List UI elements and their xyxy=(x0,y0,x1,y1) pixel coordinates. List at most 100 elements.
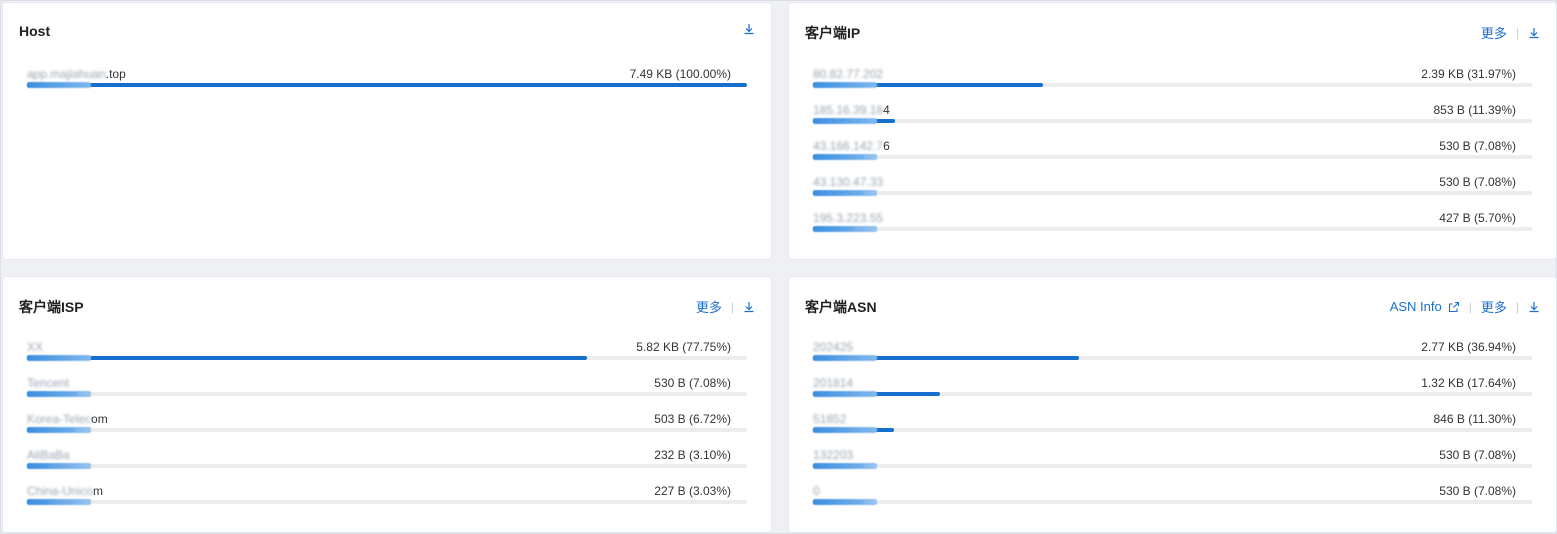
row-label-masked: 185.16.39.18 xyxy=(813,103,884,117)
row-label: China-Unicom xyxy=(27,484,103,498)
progress-track xyxy=(813,355,1532,361)
divider: | xyxy=(1515,25,1519,40)
external-link-icon[interactable] xyxy=(1448,301,1460,313)
row-value: 227 B (3.03%) xyxy=(654,484,731,498)
redaction-mask xyxy=(813,499,877,505)
progress-track xyxy=(27,391,747,397)
row-value: 1.32 KB (17.64%) xyxy=(1421,376,1516,390)
list-item: 51852 846 B (11.30%) xyxy=(813,412,1532,436)
row-value: 427 B (5.70%) xyxy=(1439,211,1516,225)
redaction-mask xyxy=(27,499,91,505)
client-ip-panel: 客户端IP 更多 | 80.82.77.202 2.39 KB (31.97%) 1… xyxy=(788,2,1557,260)
redaction-mask xyxy=(813,190,877,196)
row-label: 185.16.39.184 xyxy=(813,103,890,117)
row-value: 853 B (11.39%) xyxy=(1433,103,1517,117)
list-item: Tencent 530 B (7.08%) xyxy=(27,376,747,400)
row-label-tail: .top xyxy=(105,67,126,81)
progress-fill xyxy=(27,83,747,87)
redaction-mask xyxy=(813,226,877,232)
progress-track xyxy=(813,190,1532,196)
list-item: XX 5.82 KB (77.75%) xyxy=(27,340,747,364)
redaction-mask xyxy=(813,154,877,160)
client-asn-panel: 客户端ASN ASN Info | 更多 | 202425 2.77 KB (36… xyxy=(788,276,1557,533)
host-panel: Host app.majiahuan.top 7.49 KB (100.00%) xyxy=(2,2,772,260)
row-label: 0 xyxy=(813,484,820,498)
row-label-tail: 6 xyxy=(883,139,890,153)
list-item: AliBaBa 232 B (3.10%) xyxy=(27,448,747,472)
panel-actions xyxy=(743,23,755,35)
row-label-masked: 51852 xyxy=(813,412,847,426)
progress-track xyxy=(813,391,1532,397)
list-item: 201814 1.32 KB (17.64%) xyxy=(813,376,1532,400)
panel-title: 客户端ISP xyxy=(19,299,84,315)
list-item: app.majiahuan.top 7.49 KB (100.00%) xyxy=(27,67,747,91)
row-label-tail: om xyxy=(91,412,108,426)
redaction-mask xyxy=(813,427,877,433)
row-value: 7.49 KB (100.00%) xyxy=(629,67,731,81)
row-label-masked: 0 xyxy=(813,484,820,498)
redaction-mask xyxy=(813,391,877,397)
row-label-masked: Korea-Telec xyxy=(27,412,92,426)
row-label-masked: AliBaBa xyxy=(27,448,70,462)
progress-track xyxy=(813,154,1532,160)
progress-track xyxy=(27,355,747,361)
download-icon[interactable] xyxy=(1528,301,1540,313)
more-link[interactable]: 更多 xyxy=(695,300,722,315)
row-value: 530 B (7.08%) xyxy=(1439,484,1516,498)
row-label: 132203 xyxy=(813,448,853,462)
list-item: China-Unicom 227 B (3.03%) xyxy=(27,484,747,508)
list-item: Korea-Telecom 503 B (6.72%) xyxy=(27,412,747,436)
divider: | xyxy=(1468,299,1472,314)
row-label: AliBaBa xyxy=(27,448,70,462)
more-link[interactable]: 更多 xyxy=(1480,300,1507,315)
asn-info-link[interactable]: ASN Info xyxy=(1389,299,1442,314)
progress-fill xyxy=(813,356,1079,360)
row-value: 503 B (6.72%) xyxy=(654,412,731,426)
list-item: 202425 2.77 KB (36.94%) xyxy=(813,340,1532,364)
progress-track xyxy=(813,118,1532,124)
list-item: 0 530 B (7.08%) xyxy=(813,484,1532,508)
row-label-masked: XX xyxy=(27,340,44,354)
row-label-masked: 43.166.142.7 xyxy=(813,139,884,153)
divider: | xyxy=(730,299,734,314)
progress-track xyxy=(813,226,1532,232)
progress-fill xyxy=(813,83,1043,87)
redaction-mask xyxy=(813,82,877,88)
panel-actions: ASN Info | 更多 | xyxy=(1390,297,1540,316)
redaction-mask xyxy=(813,463,877,469)
divider: | xyxy=(1515,299,1519,314)
row-label: 51852 xyxy=(813,412,846,426)
row-value: 530 B (7.08%) xyxy=(1439,175,1516,189)
row-label: 43.166.142.76 xyxy=(813,139,890,153)
redaction-mask xyxy=(27,82,91,88)
progress-track xyxy=(27,427,747,433)
download-icon[interactable] xyxy=(743,301,755,313)
row-label: 195.3.223.55 xyxy=(813,211,883,225)
list-item: 195.3.223.55 427 B (5.70%) xyxy=(813,211,1532,235)
list-item: 80.82.77.202 2.39 KB (31.97%) xyxy=(813,67,1532,91)
progress-fill xyxy=(27,356,587,360)
progress-track xyxy=(27,82,747,88)
panel-actions: 更多 | xyxy=(696,297,755,316)
row-value: 530 B (7.08%) xyxy=(1439,139,1516,153)
row-label-masked: app.majiahuan xyxy=(27,67,106,81)
more-link[interactable]: 更多 xyxy=(1480,26,1507,41)
row-value: 232 B (3.10%) xyxy=(654,448,731,462)
row-label-masked: China-Unico xyxy=(27,484,94,498)
progress-track xyxy=(813,427,1532,433)
row-value: 530 B (7.08%) xyxy=(1439,448,1516,462)
row-value: 2.39 KB (31.97%) xyxy=(1421,67,1516,81)
row-value: 2.77 KB (36.94%) xyxy=(1421,340,1516,354)
row-label: 43.130.47.33 xyxy=(813,175,883,189)
progress-track xyxy=(27,463,747,469)
download-icon[interactable] xyxy=(743,23,755,35)
download-icon[interactable] xyxy=(1528,27,1540,39)
row-label-masked: 43.130.47.33 xyxy=(813,175,884,189)
list-item: 43.130.47.33 530 B (7.08%) xyxy=(813,175,1532,199)
row-label-masked: Tencent xyxy=(27,376,70,390)
redaction-mask xyxy=(813,118,877,124)
progress-track xyxy=(27,499,747,505)
progress-track xyxy=(813,82,1532,88)
row-label-tail: m xyxy=(93,484,104,498)
